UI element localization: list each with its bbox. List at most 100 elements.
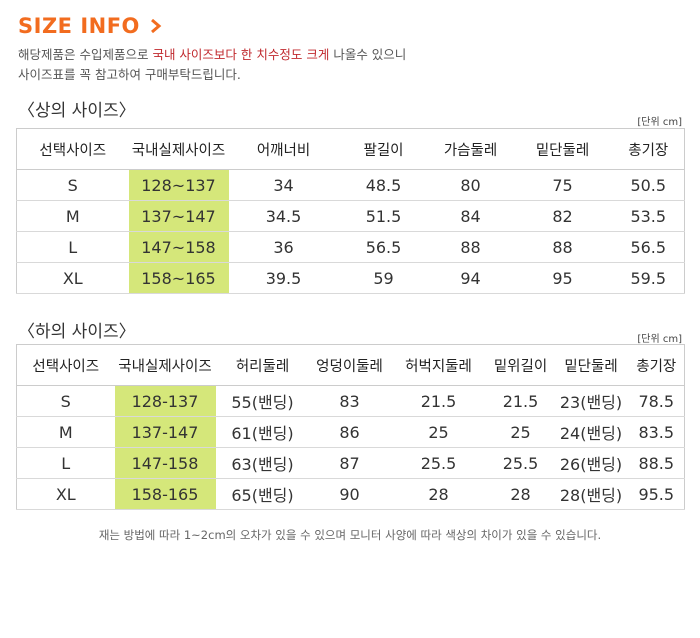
table-cell: S bbox=[16, 169, 129, 201]
table-row: XL 158~165 39.5 59 94 95 59.5 bbox=[16, 262, 685, 294]
table-cell: 59.5 bbox=[612, 262, 685, 294]
column-header: 어깨너비 bbox=[228, 128, 339, 170]
column-header: 팔길이 bbox=[338, 128, 429, 170]
footnote: 재는 방법에 따라 1~2cm의 오차가 있을 수 있으며 모니터 사양에 따라… bbox=[98, 528, 602, 542]
column-header: 선택사이즈 bbox=[16, 344, 115, 386]
table-cell: 147~158 bbox=[128, 231, 229, 263]
table-cell: 158~165 bbox=[128, 262, 229, 294]
table-cell: L bbox=[16, 231, 129, 263]
size-info-title-text: SIZE INFO bbox=[18, 14, 140, 38]
column-header: 허리둘레 bbox=[215, 344, 310, 386]
intro-line-1: 해당제품은 수입제품으로 국내 사이즈보다 한 치수정도 크게 나올수 있으니 bbox=[18, 45, 406, 65]
top-size-table: 선택사이즈 국내실제사이즈 어깨너비 팔길이 가슴둘레 밑단둘레 총기장 S 128~137 3… bbox=[16, 128, 685, 294]
intro-line1-highlight: 국내 사이즈보다 한 치수정도 크게 bbox=[152, 47, 330, 62]
column-header: 국내실제사이즈 bbox=[114, 344, 216, 386]
intro-line-2: 사이즈표를 꼭 참고하여 구매부탁드립니다. bbox=[18, 67, 241, 82]
bottom-size-title: 〈하의 사이즈〉 bbox=[18, 322, 136, 342]
table-cell: 28(밴딩) bbox=[553, 478, 629, 510]
table-cell: 25.5 bbox=[389, 447, 488, 479]
table-cell: 88.5 bbox=[628, 447, 685, 479]
table-cell: 53.5 bbox=[612, 200, 685, 232]
table-cell: 95.5 bbox=[628, 478, 685, 510]
table-cell: 84 bbox=[428, 200, 513, 232]
table-cell: 147-158 bbox=[114, 447, 216, 479]
table-cell: 95 bbox=[512, 262, 613, 294]
table-cell: 28 bbox=[389, 478, 488, 510]
table-cell: 25 bbox=[487, 416, 554, 448]
table-cell: 59 bbox=[338, 262, 429, 294]
column-header: 밑단둘레 bbox=[512, 128, 613, 170]
table-cell: 26(밴딩) bbox=[553, 447, 629, 479]
table-cell: 25.5 bbox=[487, 447, 554, 479]
top-size-title: 〈상의 사이즈〉 bbox=[18, 101, 136, 121]
table-cell: 24(밴딩) bbox=[553, 416, 629, 448]
table-cell: S bbox=[16, 385, 115, 417]
table-row: M 137-147 61(밴딩) 86 25 25 24(밴딩) 83.5 bbox=[16, 416, 685, 448]
table-cell: 65(밴딩) bbox=[215, 478, 310, 510]
table-cell: 56.5 bbox=[338, 231, 429, 263]
column-header: 선택사이즈 bbox=[16, 128, 129, 170]
table-row: XL 158-165 65(밴딩) 90 28 28 28(밴딩) 95.5 bbox=[16, 478, 685, 510]
table-cell: 88 bbox=[512, 231, 613, 263]
size-info-title: SIZE INFO bbox=[18, 14, 162, 38]
intro-line1-post: 나올수 있으니 bbox=[329, 47, 407, 62]
table-cell: M bbox=[16, 200, 129, 232]
chevron-right-icon bbox=[150, 19, 162, 33]
table-header-row: 선택사이즈 국내실제사이즈 허리둘레 엉덩이둘레 허벅지둘레 밑위길이 밑단둘레 총기장 bbox=[16, 344, 685, 386]
table-cell: 90 bbox=[309, 478, 390, 510]
table-cell: 36 bbox=[228, 231, 339, 263]
table-cell: 25 bbox=[389, 416, 488, 448]
column-header: 가슴둘레 bbox=[428, 128, 513, 170]
table-cell: 23(밴딩) bbox=[553, 385, 629, 417]
table-cell: XL bbox=[16, 262, 129, 294]
column-header: 밑위길이 bbox=[487, 344, 554, 386]
table-row: L 147~158 36 56.5 88 88 56.5 bbox=[16, 231, 685, 263]
table-cell: 75 bbox=[512, 169, 613, 201]
table-cell: 28 bbox=[487, 478, 554, 510]
column-header: 총기장 bbox=[612, 128, 685, 170]
table-row: M 137~147 34.5 51.5 84 82 53.5 bbox=[16, 200, 685, 232]
table-cell: 63(밴딩) bbox=[215, 447, 310, 479]
table-cell: 34 bbox=[228, 169, 339, 201]
table-row: S 128-137 55(밴딩) 83 21.5 21.5 23(밴딩) 78.5 bbox=[16, 385, 685, 417]
table-cell: 137-147 bbox=[114, 416, 216, 448]
table-cell: 21.5 bbox=[389, 385, 488, 417]
column-header: 허벅지둘레 bbox=[389, 344, 488, 386]
table-row: S 128~137 34 48.5 80 75 50.5 bbox=[16, 169, 685, 201]
table-cell: M bbox=[16, 416, 115, 448]
bottom-unit-label: [단위 cm] bbox=[637, 334, 682, 345]
table-cell: 83 bbox=[309, 385, 390, 417]
table-cell: 87 bbox=[309, 447, 390, 479]
table-cell: 55(밴딩) bbox=[215, 385, 310, 417]
table-cell: 128~137 bbox=[128, 169, 229, 201]
column-header: 총기장 bbox=[628, 344, 685, 386]
table-cell: 158-165 bbox=[114, 478, 216, 510]
top-unit-label: [단위 cm] bbox=[637, 117, 682, 128]
table-cell: 88 bbox=[428, 231, 513, 263]
table-cell: 39.5 bbox=[228, 262, 339, 294]
table-cell: 56.5 bbox=[612, 231, 685, 263]
table-cell: 50.5 bbox=[612, 169, 685, 201]
column-header: 밑단둘레 bbox=[553, 344, 629, 386]
table-cell: L bbox=[16, 447, 115, 479]
table-cell: 34.5 bbox=[228, 200, 339, 232]
intro-line1-pre: 해당제품은 수입제품으로 bbox=[18, 47, 153, 62]
table-row: L 147-158 63(밴딩) 87 25.5 25.5 26(밴딩) 88.5 bbox=[16, 447, 685, 479]
table-cell: 86 bbox=[309, 416, 390, 448]
table-cell: 51.5 bbox=[338, 200, 429, 232]
table-cell: 94 bbox=[428, 262, 513, 294]
table-header-row: 선택사이즈 국내실제사이즈 어깨너비 팔길이 가슴둘레 밑단둘레 총기장 bbox=[16, 128, 685, 170]
intro-text: 해당제품은 수입제품으로 국내 사이즈보다 한 치수정도 크게 나올수 있으니 … bbox=[18, 45, 406, 85]
table-cell: 80 bbox=[428, 169, 513, 201]
table-cell: 48.5 bbox=[338, 169, 429, 201]
table-cell: 61(밴딩) bbox=[215, 416, 310, 448]
table-cell: 128-137 bbox=[114, 385, 216, 417]
column-header: 엉덩이둘레 bbox=[309, 344, 390, 386]
table-cell: 21.5 bbox=[487, 385, 554, 417]
table-cell: 78.5 bbox=[628, 385, 685, 417]
table-cell: XL bbox=[16, 478, 115, 510]
table-cell: 137~147 bbox=[128, 200, 229, 232]
table-cell: 83.5 bbox=[628, 416, 685, 448]
table-cell: 82 bbox=[512, 200, 613, 232]
